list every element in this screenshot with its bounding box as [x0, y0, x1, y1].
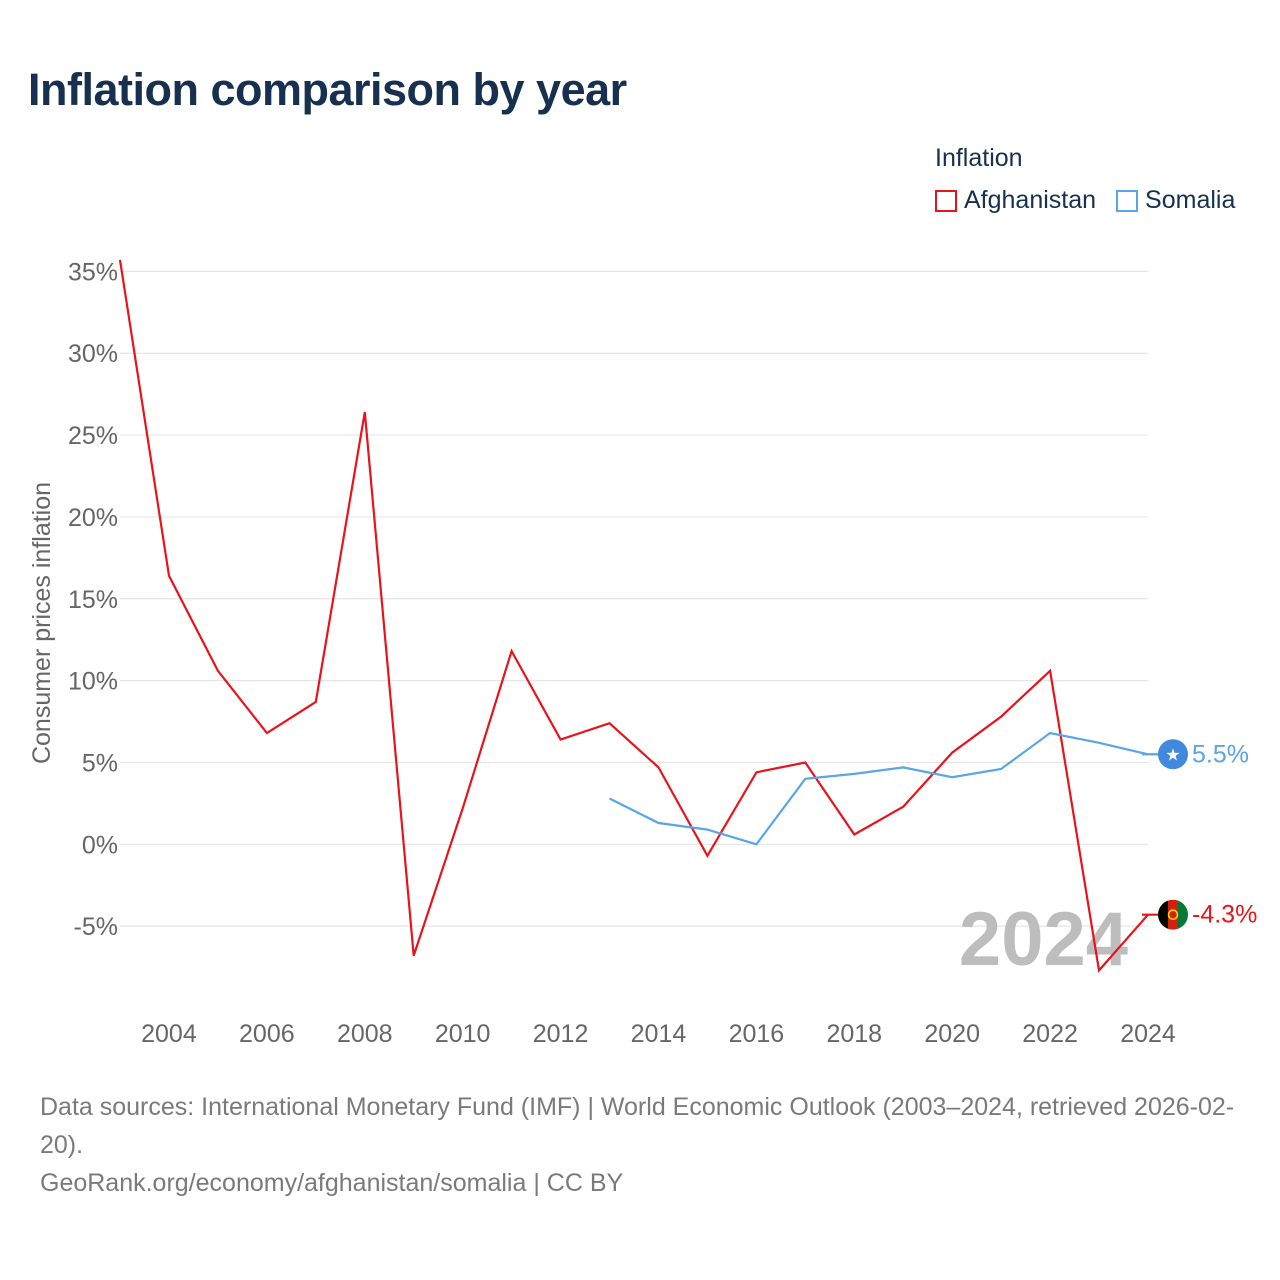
x-tick-label: 2004	[141, 1020, 197, 1048]
afghanistan-flag-icon	[1142, 899, 1188, 930]
flag-star: ★	[1165, 745, 1180, 765]
legend-swatch-afghanistan	[935, 189, 957, 212]
series-end-markers: -4.3% ★ 5.5%	[1142, 739, 1257, 930]
end-value-label-somalia: 5.5%	[1192, 740, 1249, 768]
y-tick-label: 20%	[68, 504, 118, 532]
legend-title: Inflation	[935, 144, 1023, 172]
flag-stripe-black	[1158, 899, 1168, 930]
y-tick-label: 30%	[68, 340, 118, 368]
x-tick-label: 2012	[533, 1020, 589, 1048]
flag-stripes	[1158, 899, 1188, 930]
end-value-label-afghanistan: -4.3%	[1192, 901, 1257, 929]
x-tick-label: 2018	[826, 1020, 882, 1048]
x-tick-label: 2008	[337, 1020, 393, 1048]
x-tick-label: 2006	[239, 1020, 295, 1048]
x-tick-label: 2014	[631, 1020, 687, 1048]
legend-label-afghanistan: Afghanistan	[964, 186, 1097, 214]
y-tick-label: 5%	[82, 749, 118, 777]
legend-swatch-somalia	[1116, 189, 1139, 212]
legend: Afghanistan Somalia	[935, 186, 1255, 215]
flag-stripe-red	[1168, 899, 1178, 930]
chart-title: Inflation comparison by year	[28, 64, 627, 115]
flag-stripe-green	[1178, 899, 1188, 930]
y-tick-label: 10%	[68, 668, 118, 696]
somalia-flag-icon: ★	[1142, 739, 1188, 770]
y-axis-label: Consumer prices inflation	[28, 482, 56, 764]
y-tick-label: 35%	[68, 258, 118, 286]
credit-link[interactable]: GeoRank.org/economy/afghanistan/somalia …	[40, 1169, 624, 1197]
flag-circle	[1158, 739, 1188, 770]
legend-label-somalia: Somalia	[1145, 186, 1236, 214]
series-line-afghanistan	[118, 259, 1149, 973]
x-tick-label: 2020	[924, 1020, 980, 1048]
series-lines	[118, 259, 1149, 973]
year-watermark: 2024	[959, 897, 1128, 982]
x-tick-label: 2022	[1022, 1020, 1078, 1048]
x-tick-label: 2016	[729, 1020, 785, 1048]
flag-emblem	[1167, 909, 1179, 920]
y-axis-ticks: -5% 0% 5% 10% 15% 20% 25% 30% 35%	[68, 258, 118, 941]
y-tick-label: 25%	[68, 422, 118, 450]
line-chart: -5%0%5%10%15%20%25%30%35% 2004 2006 2008 20…	[28, 258, 1257, 1048]
x-tick-label: 2010	[435, 1020, 491, 1048]
grid-lines	[120, 270, 1148, 927]
x-axis-ticks: 2004 2006 2008 2010 2012 2014 2016 2018 2020 2022…	[141, 1020, 1176, 1048]
data-sources-note: Data sources: International Monetary Fun…	[40, 1093, 1235, 1159]
series-line-somalia	[609, 731, 1149, 846]
legend-item-afghanistan[interactable]: Afghanistan	[935, 186, 1096, 215]
x-tick-label: 2024	[1120, 1020, 1176, 1048]
legend-item-somalia[interactable]: Somalia	[1116, 186, 1235, 215]
y-tick-label: 15%	[68, 586, 118, 614]
y-tick-label: -5%	[74, 913, 118, 941]
footer: Data sources: International Monetary Fun…	[40, 1088, 1250, 1202]
y-tick-label: 0%	[82, 831, 118, 859]
